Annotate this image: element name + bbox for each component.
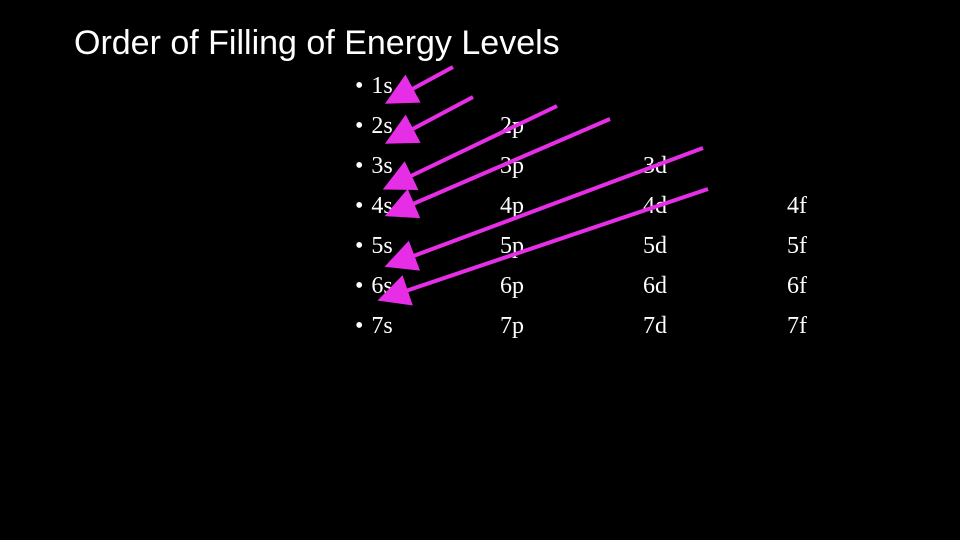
orbital-7d: 7d bbox=[643, 313, 667, 339]
orbital-7p: 7p bbox=[500, 313, 524, 339]
slide-title: Order of Filling of Energy Levels bbox=[74, 24, 560, 62]
arrow-2p-3s bbox=[384, 95, 474, 144]
orbital-4p: 4p bbox=[500, 193, 524, 219]
bullet: • bbox=[355, 73, 364, 99]
orbital-5d: 5d bbox=[643, 233, 667, 259]
bullet: • bbox=[355, 153, 364, 179]
orbital-6p: 6p bbox=[500, 273, 524, 299]
bullet: • bbox=[355, 113, 364, 139]
orbital-6d: 6d bbox=[643, 273, 667, 299]
orbital-4f: 4f bbox=[787, 193, 807, 219]
orbital-7f: 7f bbox=[787, 313, 807, 339]
orbital-label: 7s bbox=[371, 313, 393, 339]
arrow-1s bbox=[384, 65, 454, 104]
arrow-4f-7s bbox=[377, 187, 709, 306]
arrow-3d-5s bbox=[384, 117, 611, 219]
arrow-4d-6s bbox=[384, 146, 704, 271]
bullet: • bbox=[355, 313, 364, 339]
bullet: • bbox=[355, 193, 364, 219]
arrow-3p-4s bbox=[382, 104, 558, 191]
orbital-5f: 5f bbox=[787, 233, 807, 259]
orbital-6f: 6f bbox=[787, 273, 807, 299]
bullet: • bbox=[355, 233, 364, 259]
orbital-7s: • 7s bbox=[355, 314, 393, 338]
bullet: • bbox=[355, 273, 364, 299]
